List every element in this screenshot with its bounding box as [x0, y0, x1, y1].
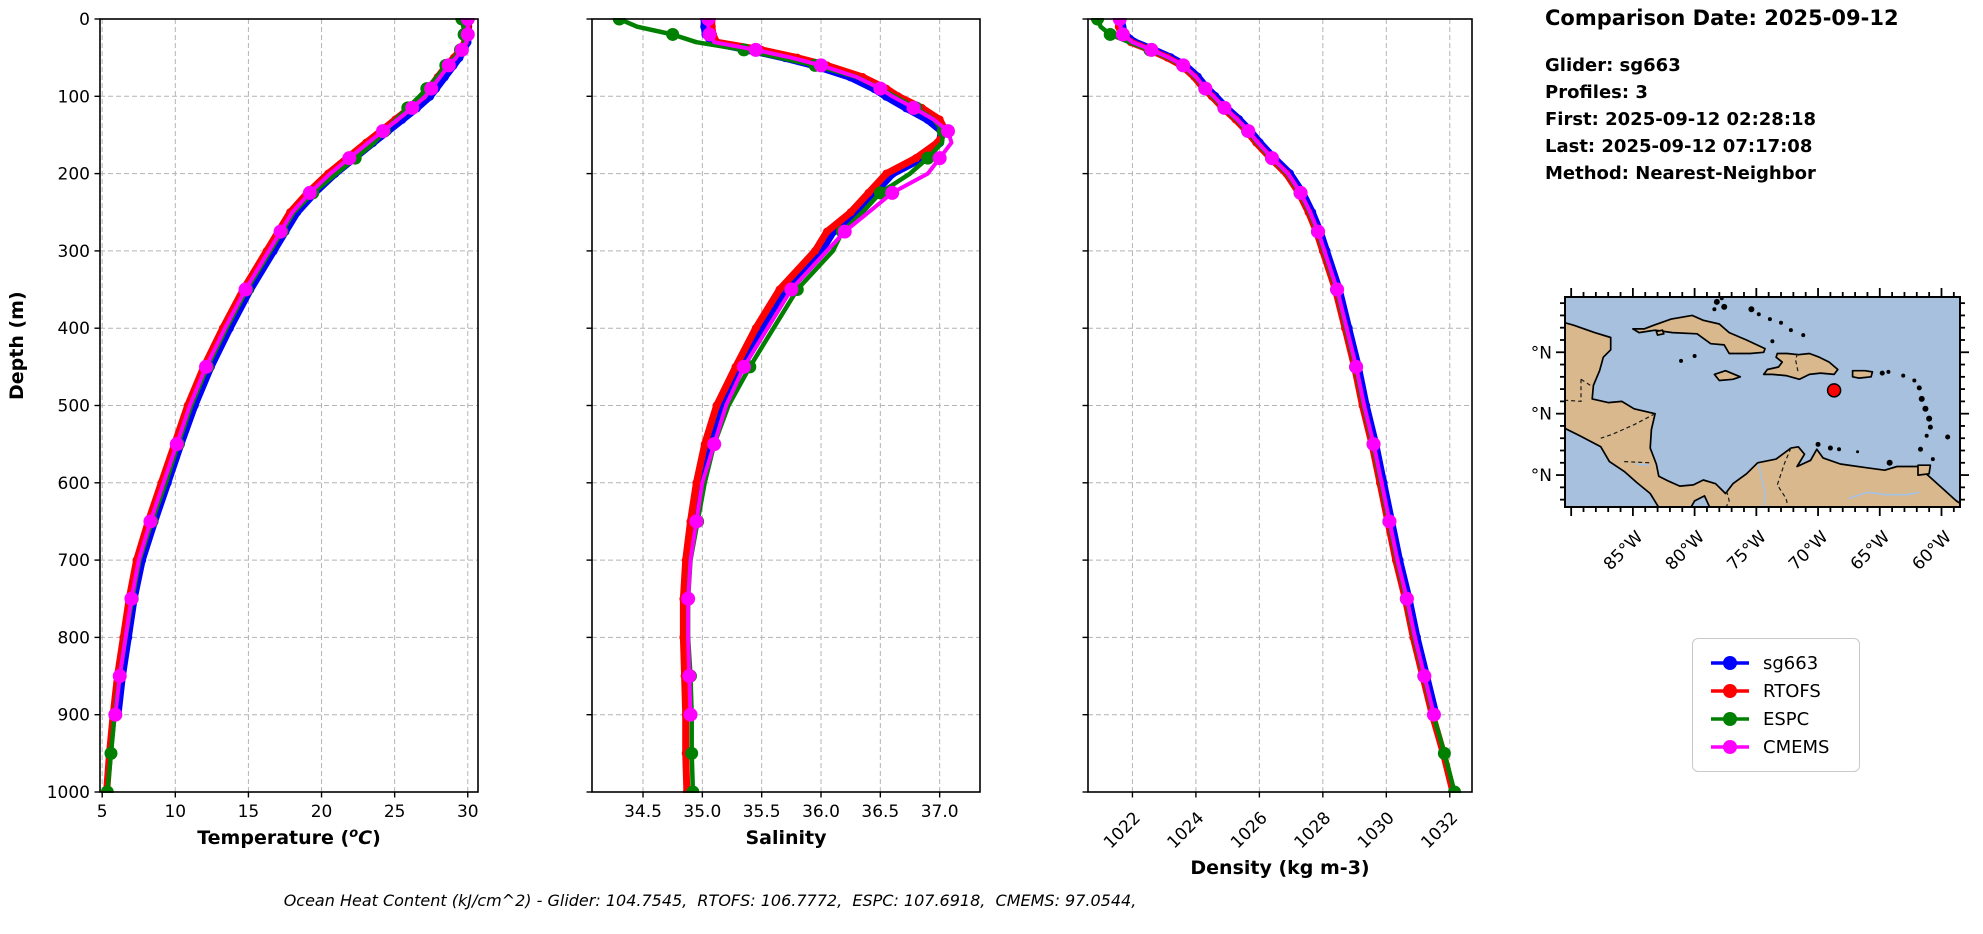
svg-text:85°W: 85°W	[1600, 527, 1647, 570]
series-legend: sg663 RTOFS ESPC CMEMS	[1692, 638, 1860, 772]
svg-text:5: 5	[97, 802, 108, 822]
svg-text:35.0: 35.0	[683, 802, 721, 822]
svg-text:20: 20	[311, 802, 333, 822]
plot-area	[100, 18, 475, 793]
method-text: Method: Nearest-Neighbor	[1545, 163, 1816, 184]
series-line-CMEMS	[113, 18, 470, 717]
series-line-sg663	[113, 18, 472, 719]
legend-label-sg663: sg663	[1763, 652, 1819, 674]
legend-item-cmems: CMEMS	[1693, 733, 1859, 761]
comparison-info-panel: Comparison Date: 2025-09-12 Glider: sg66…	[1545, 6, 1899, 187]
svg-text:300: 300	[58, 242, 90, 262]
svg-text:400: 400	[58, 319, 90, 339]
svg-text:1032: 1032	[1417, 808, 1462, 853]
axis-ticks	[1082, 18, 1451, 798]
svg-text:1026: 1026	[1227, 808, 1272, 853]
svg-text:500: 500	[58, 397, 90, 417]
grid-lines	[1088, 18, 1472, 793]
comparison-date-text: Comparison Date: 2025-09-12	[1545, 6, 1899, 30]
caribbean-map-svg: 85°W 80°W 75°W 70°W 65°W 60°W 20°N 15°N 10°N	[1509, 288, 1969, 575]
series-line-sg663b (unlabeled cyan profile)	[681, 18, 942, 717]
svg-text:15: 15	[238, 802, 260, 822]
legend-line-rtofs-icon	[1711, 684, 1749, 698]
svg-text:600: 600	[58, 474, 90, 494]
svg-text:20°N: 20°N	[1530, 343, 1552, 363]
svg-text:34.5: 34.5	[624, 802, 662, 822]
series-line-sg663	[1117, 18, 1440, 719]
profiles-count-text: Profiles: 3	[1545, 82, 1648, 103]
legend-line-sg663-icon	[1711, 656, 1749, 670]
salinity-profile-svg: 34.5 35.0 35.5 36.0 36.5 37.0 Salinity	[586, 18, 981, 849]
svg-text:25: 25	[384, 802, 406, 822]
svg-text:36.0: 36.0	[802, 802, 840, 822]
svg-text:700: 700	[58, 551, 90, 571]
svg-text:0: 0	[79, 10, 90, 30]
svg-text:1024: 1024	[1164, 808, 1209, 853]
glider-info-block: Glider: sg663 Profiles: 3 First: 2025-09…	[1545, 52, 1899, 187]
svg-text:80°W: 80°W	[1662, 527, 1709, 570]
series-line-sg663b (unlabeled cyan profile)	[115, 18, 470, 717]
temperature-profile-svg: 5 10 15 20 25 3001002003004005006007008009001…	[47, 10, 479, 849]
tick-labels: 34.5 35.0 35.5 36.0 36.5 37.0	[624, 802, 958, 822]
svg-text:1000: 1000	[47, 783, 90, 803]
x-axis-label: Temperature (oC)	[197, 826, 381, 849]
legend-item-rtofs: RTOFS	[1693, 677, 1859, 705]
svg-text:15°N: 15°N	[1530, 405, 1552, 425]
svg-text:35.5: 35.5	[743, 802, 781, 822]
svg-text:1028: 1028	[1290, 808, 1335, 853]
grid-lines	[100, 18, 478, 793]
land-masses	[1565, 297, 1960, 507]
last-profile-time-text: Last: 2025-09-12 07:17:08	[1545, 136, 1813, 157]
svg-text:100: 100	[58, 87, 90, 107]
svg-text:70°W: 70°W	[1785, 527, 1832, 570]
axis-ticks	[94, 18, 469, 798]
temperature-profile-chart: 5 10 15 20 25 30 0 100 200 300 400 500 600 700 800 900 1…	[0, 0, 500, 934]
svg-text:200: 200	[58, 165, 90, 185]
series-line-sg663	[681, 18, 946, 719]
x-axis-label: Density (kg m-3)	[1190, 857, 1369, 879]
density-profile-chart: 1022 1024 1026 1028 1030 1032 Density (kg m-3)	[1000, 0, 1500, 934]
location-map: 85°W 80°W 75°W 70°W 65°W 60°W 20°N 15°N 10°N	[1509, 270, 1983, 575]
tick-labels: 1022 1024 1026 1028 1030 1032	[1100, 808, 1462, 853]
grid-lines	[592, 18, 980, 793]
legend-label-cmems: CMEMS	[1763, 736, 1830, 758]
svg-text:65°W: 65°W	[1847, 527, 1894, 570]
legend-item-espc: ESPC	[1693, 705, 1859, 733]
legend-item-sg663: sg663	[1693, 649, 1859, 677]
svg-text:36.5: 36.5	[861, 802, 899, 822]
x-axis-label: Salinity	[745, 827, 827, 849]
glider-position-marker	[1826, 383, 1842, 398]
svg-text:900: 900	[58, 706, 90, 726]
legend-line-espc-icon	[1711, 712, 1749, 726]
plot-area	[612, 18, 955, 793]
legend-label-rtofs: RTOFS	[1763, 680, 1821, 702]
legend-line-cmems-icon	[1711, 740, 1749, 754]
plot-area	[1091, 18, 1462, 793]
svg-text:1030: 1030	[1354, 808, 1399, 853]
svg-text:10: 10	[164, 802, 186, 822]
svg-text:75°W: 75°W	[1723, 527, 1770, 570]
density-profile-svg: 1022 1024 1026 1028 1030 1032 Density (kg m-3)	[1082, 18, 1473, 879]
svg-text:1022: 1022	[1100, 808, 1145, 853]
series-line-CMEMS	[686, 18, 954, 717]
svg-text:60°W: 60°W	[1909, 527, 1956, 570]
series-line-sg663b (unlabeled cyan profile)	[1118, 18, 1437, 717]
svg-text:800: 800	[58, 628, 90, 648]
svg-text:37.0: 37.0	[921, 802, 959, 822]
map-ticks	[1556, 288, 1969, 516]
svg-text:30: 30	[457, 802, 479, 822]
axis-ticks	[586, 18, 941, 798]
ocean-heat-content-caption: Ocean Heat Content (kJ/cm^2) - Glider: 1…	[283, 891, 1137, 910]
first-profile-time-text: First: 2025-09-12 02:28:18	[1545, 109, 1817, 130]
legend-label-espc: ESPC	[1763, 708, 1810, 730]
salinity-profile-chart: 34.5 35.0 35.5 36.0 36.5 37.0 Salinity	[500, 0, 1000, 934]
svg-text:10°N: 10°N	[1530, 466, 1552, 486]
glider-name-text: Glider: sg663	[1545, 55, 1681, 76]
depth-axis-label: Depth (m)	[6, 291, 28, 400]
tick-labels: 5 10 15 20 25 3001002003004005006007008009001…	[47, 10, 479, 822]
